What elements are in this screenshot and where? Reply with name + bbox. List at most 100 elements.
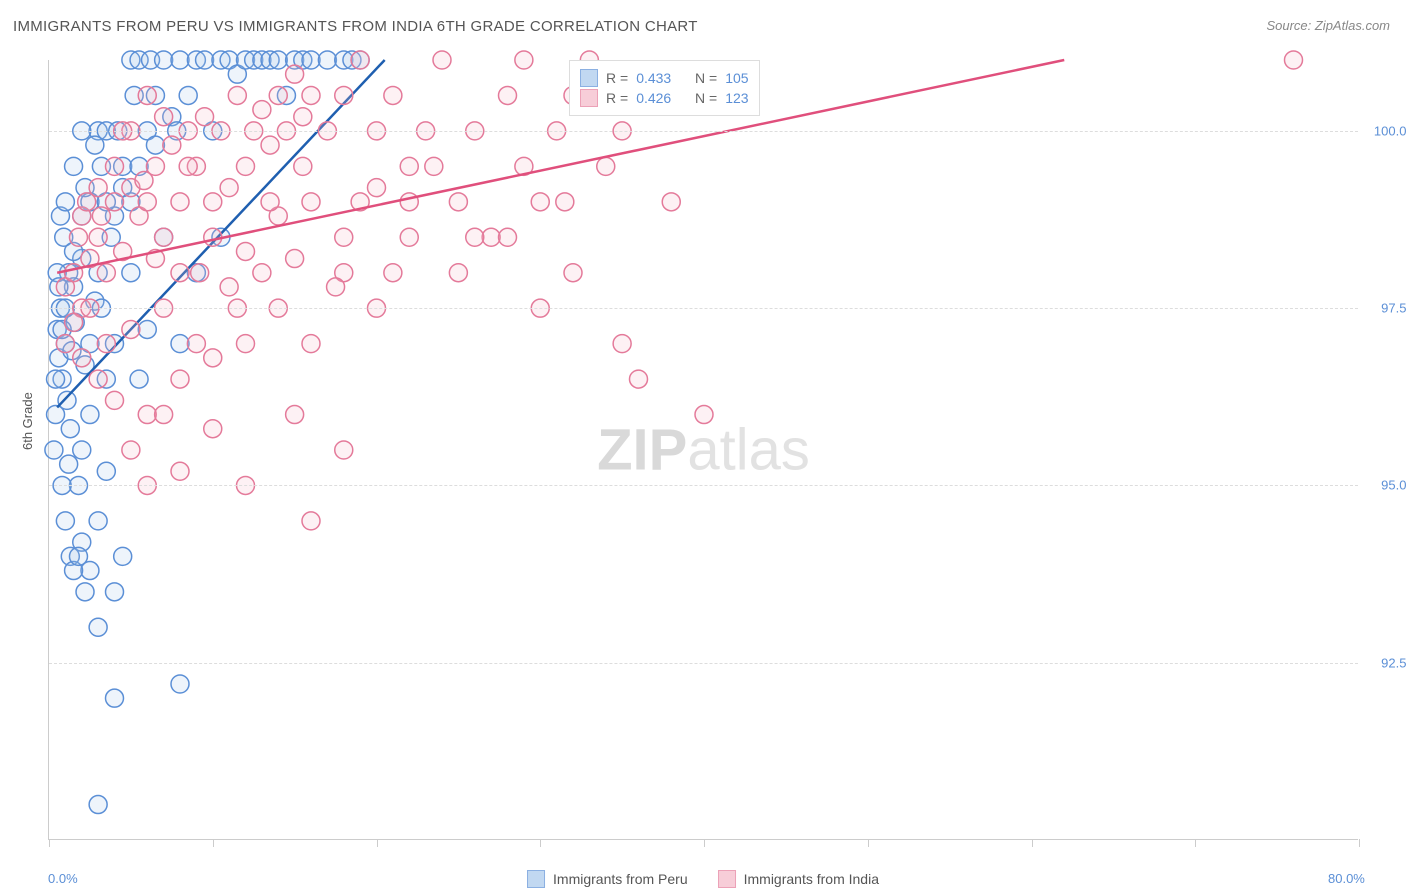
data-point-india [302, 193, 320, 211]
x-tick [213, 839, 214, 847]
data-point-india [92, 207, 110, 225]
data-point-india [179, 157, 197, 175]
data-point-india [237, 242, 255, 260]
n-label: N = [695, 90, 717, 106]
data-point-india [466, 228, 484, 246]
data-point-peru [81, 406, 99, 424]
source-attribution: Source: ZipAtlas.com [1266, 18, 1390, 33]
data-point-india [294, 108, 312, 126]
scatter-svg [49, 60, 1358, 839]
data-point-india [302, 512, 320, 530]
data-point-india [56, 335, 74, 353]
data-point-india [1285, 51, 1303, 69]
series-label: Immigrants from Peru [553, 871, 688, 887]
data-point-india [220, 278, 238, 296]
data-point-india [135, 172, 153, 190]
data-point-india [237, 157, 255, 175]
data-point-india [269, 86, 287, 104]
data-point-peru [97, 462, 115, 480]
data-point-india [69, 228, 87, 246]
data-point-india [187, 335, 205, 353]
data-point-peru [89, 796, 107, 814]
x-tick [377, 839, 378, 847]
data-point-india [597, 157, 615, 175]
data-point-india [286, 250, 304, 268]
data-point-india [261, 193, 279, 211]
data-point-india [237, 335, 255, 353]
data-point-india [613, 335, 631, 353]
x-tick [540, 839, 541, 847]
data-point-india [155, 406, 173, 424]
data-point-peru [179, 86, 197, 104]
data-point-peru [89, 512, 107, 530]
gridline [49, 663, 1358, 664]
data-point-peru [171, 335, 189, 353]
chart-title: IMMIGRANTS FROM PERU VS IMMIGRANTS FROM … [13, 18, 698, 35]
data-point-india [155, 108, 173, 126]
data-point-peru [269, 51, 287, 69]
data-point-peru [86, 136, 104, 154]
data-point-india [228, 86, 246, 104]
data-point-peru [138, 320, 156, 338]
data-point-india [171, 264, 189, 282]
x-tick-label: 0.0% [48, 871, 78, 886]
data-point-india [556, 193, 574, 211]
gridline [49, 485, 1358, 486]
data-point-india [171, 462, 189, 480]
y-tick-label: 100.0% [1374, 123, 1406, 138]
r-value: 0.426 [636, 90, 671, 106]
legend-row-peru: R =0.433 N =105 [580, 69, 749, 87]
swatch-icon [718, 870, 736, 888]
correlation-legend: R =0.433 N =105R =0.426 N =123 [569, 60, 760, 116]
data-point-india [204, 193, 222, 211]
swatch-icon [527, 870, 545, 888]
series-label: Immigrants from India [744, 871, 879, 887]
x-tick [49, 839, 50, 847]
r-label: R = [606, 90, 628, 106]
data-point-india [163, 136, 181, 154]
data-point-india [106, 157, 124, 175]
data-point-india [97, 335, 115, 353]
data-point-india [400, 193, 418, 211]
y-tick-label: 95.0% [1381, 478, 1406, 493]
data-point-india [253, 264, 271, 282]
legend-row-india: R =0.426 N =123 [580, 89, 749, 107]
series-legend-item-peru: Immigrants from Peru [527, 870, 688, 888]
data-point-india [253, 101, 271, 119]
swatch-icon [580, 69, 598, 87]
data-point-peru [122, 264, 140, 282]
trend-line-india [57, 60, 1064, 273]
data-point-peru [73, 441, 91, 459]
data-point-peru [318, 51, 336, 69]
data-point-peru [196, 51, 214, 69]
data-point-india [335, 441, 353, 459]
data-point-peru [302, 51, 320, 69]
data-point-peru [61, 420, 79, 438]
x-tick [1359, 839, 1360, 847]
data-point-peru [56, 512, 74, 530]
data-point-india [302, 335, 320, 353]
data-point-india [400, 157, 418, 175]
data-point-india [327, 278, 345, 296]
data-point-india [155, 228, 173, 246]
gridline [49, 308, 1358, 309]
data-point-india [220, 179, 238, 197]
data-point-india [335, 228, 353, 246]
data-point-india [204, 349, 222, 367]
data-point-india [89, 370, 107, 388]
y-axis-label: 6th Grade [20, 392, 35, 450]
series-legend-item-india: Immigrants from India [718, 870, 879, 888]
data-point-peru [106, 583, 124, 601]
data-point-india [695, 406, 713, 424]
data-point-india [204, 420, 222, 438]
data-point-india [122, 320, 140, 338]
plot-area: ZIPatlas R =0.433 N =105R =0.426 N =123 … [48, 60, 1358, 840]
data-point-peru [146, 136, 164, 154]
data-point-peru [106, 689, 124, 707]
data-point-peru [45, 441, 63, 459]
data-point-india [73, 349, 91, 367]
data-point-india [499, 228, 517, 246]
data-point-india [261, 136, 279, 154]
data-point-india [138, 193, 156, 211]
data-point-india [449, 264, 467, 282]
